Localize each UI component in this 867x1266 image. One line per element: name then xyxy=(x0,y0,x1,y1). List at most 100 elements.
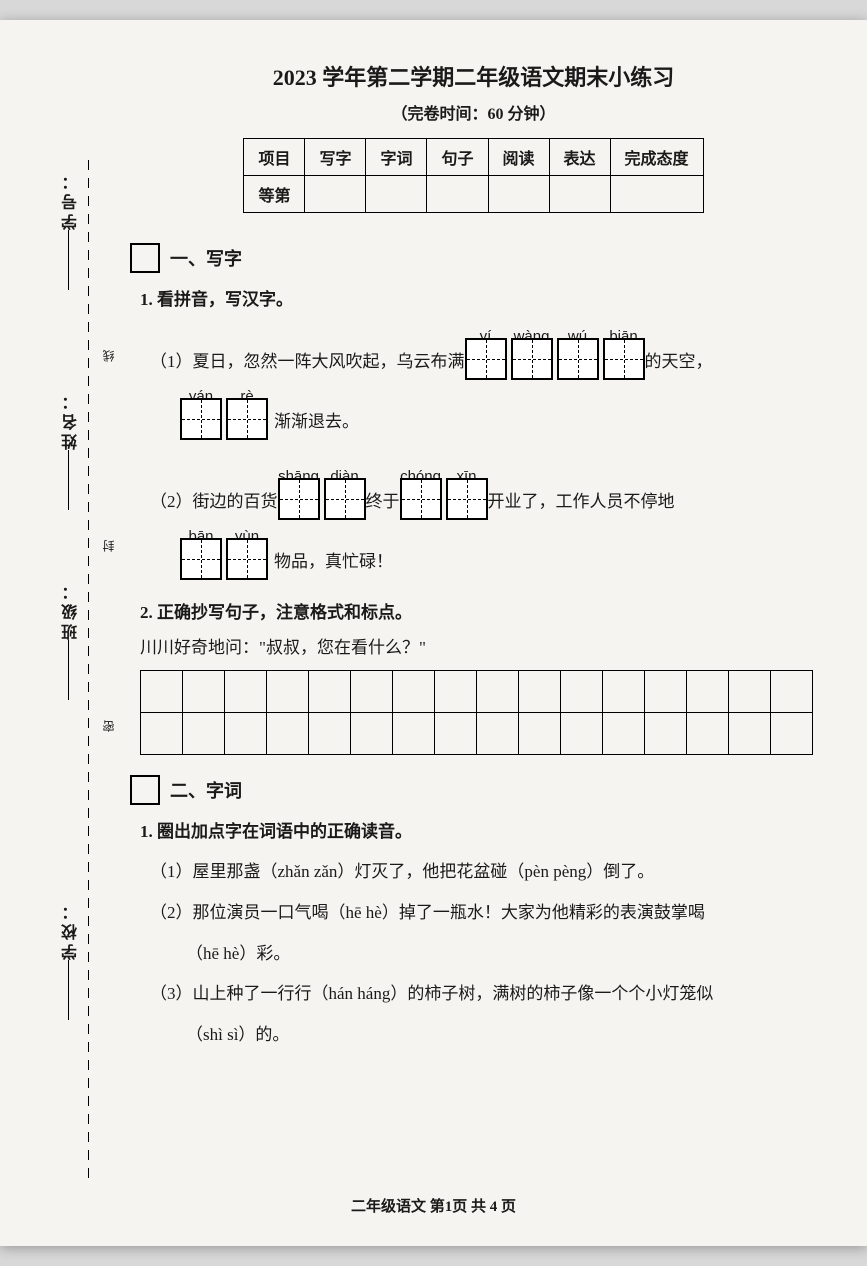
pinyin: biān xyxy=(609,320,637,338)
copy-cell[interactable] xyxy=(645,671,687,713)
s2-q1-heading: 1. 圈出加点字在词语中的正确读音。 xyxy=(140,817,817,842)
char-input[interactable] xyxy=(446,478,488,520)
q1-line4-text: 物品，真忙碌！ xyxy=(274,543,393,580)
pinyin: diàn xyxy=(330,460,358,478)
char-input[interactable] xyxy=(557,338,599,380)
score-cell[interactable] xyxy=(610,176,703,213)
q1-line4: bān yùn 物品，真忙碌！ xyxy=(180,520,817,580)
copy-cell[interactable] xyxy=(729,671,771,713)
copy-cell[interactable] xyxy=(561,671,603,713)
q1-line3-text-b: 开业了，工作人员不停地 xyxy=(488,483,675,520)
pinyin: yí xyxy=(480,320,492,338)
copy-cell[interactable] xyxy=(309,713,351,755)
pinyin: yán xyxy=(189,380,213,398)
score-cell[interactable] xyxy=(427,176,488,213)
copy-cell[interactable] xyxy=(771,671,813,713)
copy-cell[interactable] xyxy=(477,713,519,755)
copy-cell[interactable] xyxy=(687,713,729,755)
char-input[interactable] xyxy=(226,398,268,440)
copy-cell[interactable] xyxy=(393,671,435,713)
copy-cell[interactable] xyxy=(141,713,183,755)
pinyin: bān xyxy=(188,520,213,538)
binding-label-class: 班级： xyxy=(60,580,84,640)
copy-cell[interactable] xyxy=(393,713,435,755)
score-cell[interactable] xyxy=(549,176,610,213)
score-cell[interactable] xyxy=(488,176,549,213)
copy-cell[interactable] xyxy=(225,671,267,713)
s2-item: （3）山上种了一行行（hán háng）的柿子树，满树的柿子像一个个小灯笼似 xyxy=(150,974,817,1015)
copy-cell[interactable] xyxy=(267,671,309,713)
char-input[interactable] xyxy=(226,538,268,580)
copy-cell[interactable] xyxy=(225,713,267,755)
score-header: 写字 xyxy=(305,139,366,176)
char-input[interactable] xyxy=(180,398,222,440)
score-cell[interactable] xyxy=(366,176,427,213)
char-input[interactable] xyxy=(465,338,507,380)
score-header-row: 项目 写字 字词 句子 阅读 表达 完成态度 xyxy=(244,139,703,176)
binding-fill xyxy=(68,450,69,510)
s2-item: （1）屋里那盏（zhǎn zǎn）灯灭了，他把花盆碰（pèn pèng）倒了。 xyxy=(150,852,817,893)
section-score-box[interactable] xyxy=(130,243,160,273)
q1-line1-text-b: 的天空， xyxy=(645,343,713,380)
score-cell[interactable] xyxy=(305,176,366,213)
q1-line1-text-a: （1）夏日，忽然一阵大风吹起，乌云布满 xyxy=(150,343,465,380)
copy-cell[interactable] xyxy=(561,713,603,755)
pinyin: wú xyxy=(568,320,587,338)
copy-cell[interactable] xyxy=(183,671,225,713)
section-1-title: 一、写字 xyxy=(170,245,242,271)
score-header: 表达 xyxy=(549,139,610,176)
pinyin: chóng xyxy=(400,460,441,478)
char-input[interactable] xyxy=(400,478,442,520)
copy-cell[interactable] xyxy=(519,671,561,713)
page-subtitle: （完卷时间：60 分钟） xyxy=(130,100,817,124)
char-input[interactable] xyxy=(603,338,645,380)
copy-cell[interactable] xyxy=(435,713,477,755)
s2-item: （2）那位演员一口气喝（hē hè）掉了一瓶水！大家为他精彩的表演鼓掌喝 xyxy=(150,893,817,934)
copy-cell[interactable] xyxy=(435,671,477,713)
pinyin: xīn xyxy=(456,460,476,478)
s2-item-cont: （hē hè）彩。 xyxy=(186,934,817,975)
q2-heading: 2. 正确抄写句子，注意格式和标点。 xyxy=(140,598,817,623)
copy-cell[interactable] xyxy=(141,671,183,713)
pinyin: shāng xyxy=(278,460,319,478)
score-header: 项目 xyxy=(244,139,305,176)
char-input[interactable] xyxy=(278,478,320,520)
copy-cell[interactable] xyxy=(351,713,393,755)
q1-line1: （1）夏日，忽然一阵大风吹起，乌云布满 yí wàng wú biān 的天空， xyxy=(150,320,817,380)
pinyin: wàng xyxy=(514,320,550,338)
copy-cell[interactable] xyxy=(771,713,813,755)
score-table: 项目 写字 字词 句子 阅读 表达 完成态度 等第 xyxy=(243,138,703,213)
copy-cell[interactable] xyxy=(729,713,771,755)
copy-cell[interactable] xyxy=(603,671,645,713)
char-input[interactable] xyxy=(324,478,366,520)
score-header: 句子 xyxy=(427,139,488,176)
copy-cell[interactable] xyxy=(183,713,225,755)
binding-fill xyxy=(68,960,69,1020)
pinyin-group: bān yùn xyxy=(180,520,268,580)
copy-cell[interactable] xyxy=(309,671,351,713)
copy-cell[interactable] xyxy=(351,671,393,713)
copy-cell[interactable] xyxy=(603,713,645,755)
copy-cell[interactable] xyxy=(477,671,519,713)
q1-line3-mid: 终于 xyxy=(366,483,400,520)
section-2-header: 二、字词 xyxy=(130,775,817,805)
copy-cell[interactable] xyxy=(687,671,729,713)
exam-page: 学号： 线 姓名： 封 班级： 密 学校： 2023 学年第二学期二年级语文期末… xyxy=(0,20,867,1246)
copy-grid xyxy=(140,670,813,755)
char-input[interactable] xyxy=(511,338,553,380)
binding-strip: 学号： 线 姓名： 封 班级： 密 学校： xyxy=(60,160,120,1186)
score-row-label: 等第 xyxy=(244,176,305,213)
binding-label-name: 姓名： xyxy=(60,390,84,450)
pinyin-group: chóng xīn xyxy=(400,460,488,520)
binding-label-school: 学校： xyxy=(60,900,84,960)
pinyin: rè xyxy=(240,380,253,398)
pinyin-group: yán rè xyxy=(180,380,268,440)
section-score-box[interactable] xyxy=(130,775,160,805)
q2-sentence: 川川好奇地问："叔叔，您在看什么？" xyxy=(140,633,817,658)
copy-cell[interactable] xyxy=(519,713,561,755)
char-input[interactable] xyxy=(180,538,222,580)
q1-line2: yán rè 渐渐退去。 xyxy=(180,380,817,440)
binding-mark-1: 线 xyxy=(100,350,117,362)
copy-cell[interactable] xyxy=(267,713,309,755)
copy-cell[interactable] xyxy=(645,713,687,755)
